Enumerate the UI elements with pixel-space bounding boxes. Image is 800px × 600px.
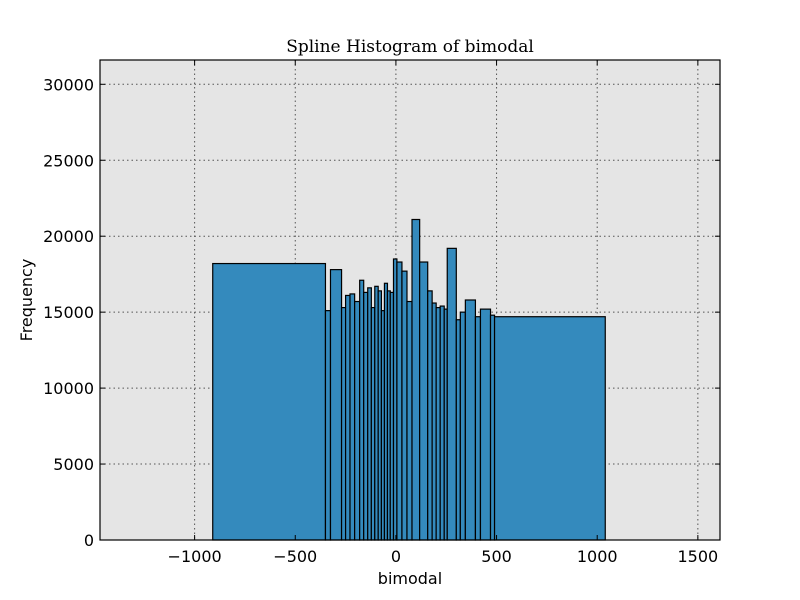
histogram-bar <box>464 299 477 541</box>
y-tick-label: 5000 <box>53 455 94 474</box>
x-tick-label: 500 <box>481 547 512 566</box>
histogram-bar <box>479 308 492 541</box>
y-tick-label: 0 <box>84 531 94 550</box>
histogram-bar <box>396 261 403 541</box>
y-tick-label: 30000 <box>43 75 94 94</box>
y-tick-labels: 0 5000 10000 15000 20000 25000 30000 <box>43 75 94 550</box>
histogram-bar <box>329 269 343 541</box>
x-tick-label: 0 <box>391 547 401 566</box>
histogram-bar <box>419 261 429 541</box>
histogram-bar <box>474 316 482 541</box>
histogram-bar <box>344 294 351 541</box>
y-tick-label: 15000 <box>43 303 94 322</box>
histogram-bar <box>435 306 441 541</box>
x-tick-label: −500 <box>273 547 317 566</box>
histogram-bar <box>340 306 347 541</box>
histogram-bar <box>455 319 461 541</box>
histogram-bar <box>459 311 466 541</box>
plot-frame <box>99 59 721 541</box>
histogram-bar <box>427 290 433 541</box>
chart-title: Spline Histogram of bimodal <box>286 37 534 57</box>
histogram-bar <box>411 218 421 541</box>
y-axis-label: Frequency <box>17 259 36 342</box>
histogram-bar <box>212 262 327 541</box>
y-tick-label: 25000 <box>43 151 94 170</box>
y-tick-label: 20000 <box>43 227 94 246</box>
histogram-bar <box>406 300 413 541</box>
histogram-bar <box>446 247 457 541</box>
histogram-bar <box>493 316 606 541</box>
histogram-bar <box>359 279 365 541</box>
x-tick-labels: −1000 −500 0 500 1000 1500 <box>168 547 719 566</box>
histogram-bar <box>354 300 361 541</box>
y-tick-label: 10000 <box>43 379 94 398</box>
histogram-bar <box>363 291 369 541</box>
x-tick-label: 1500 <box>677 547 718 566</box>
axis-ticks <box>100 60 720 541</box>
x-tick-label: 1000 <box>577 547 618 566</box>
histogram-bar <box>349 293 356 541</box>
histogram-bar <box>324 310 332 541</box>
x-axis-label: bimodal <box>378 569 442 588</box>
histogram-bar <box>401 270 408 541</box>
histogram-bar <box>439 305 445 541</box>
x-tick-label: −1000 <box>168 547 222 566</box>
histogram-bar <box>431 302 437 541</box>
histogram-bar <box>489 314 496 541</box>
